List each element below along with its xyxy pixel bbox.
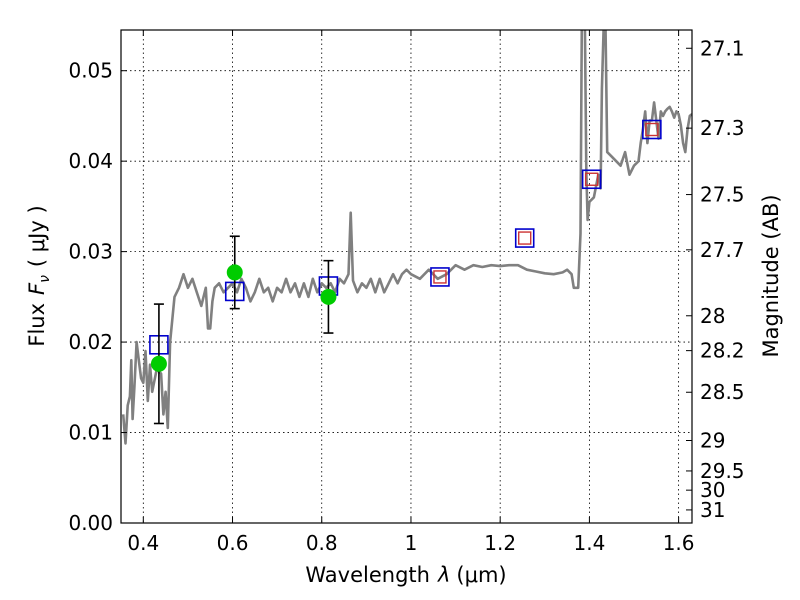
x-axis-label: Wavelength λ (μm): [305, 563, 506, 587]
plot-area: [121, 30, 692, 445]
observed-nir-marker: [645, 122, 659, 137]
y-tick-label: 0.00: [68, 511, 113, 535]
observed-optical-marker: [320, 288, 337, 305]
model-photometry-marker: [581, 169, 602, 190]
magnitude-tick-label: 29: [700, 429, 725, 453]
x-tick-label: 0.4: [127, 531, 159, 555]
magnitude-tick-label: 29.5: [700, 459, 745, 483]
observed-optical-marker: [226, 264, 243, 281]
magnitude-tick-label: 28.2: [700, 339, 745, 363]
model-photometry-marker: [430, 267, 450, 287]
plot-content: [121, 30, 692, 445]
y-axis: 0.00 0.01 0.02 0.03 0.04 0.05: [68, 59, 127, 535]
x-tick-label: 0.6: [217, 531, 249, 555]
observed-nir-marker: [433, 270, 447, 284]
x-axis: 0.4 0.6 0.8 1 1.2 1.4 1.6: [127, 30, 695, 555]
magnitude-tick-label: 28: [700, 304, 725, 328]
model-sed-line: [121, 30, 692, 445]
y-tick-label: 0.04: [68, 149, 113, 173]
observed-nir-marker: [518, 231, 532, 245]
y-tick-label: 0.05: [68, 59, 113, 83]
model-photometry-marker: [514, 228, 535, 248]
magnitude-tick-label: 30: [700, 478, 725, 502]
magnitude-tick-label: 27.7: [700, 238, 745, 262]
magnitude-tick-label: 27.1: [700, 36, 745, 60]
magnitude-tick-label: 27.3: [700, 116, 745, 140]
x-tick-label: 1: [405, 531, 418, 555]
x-tick-label: 1.2: [484, 531, 516, 555]
observed-nir-marker: [584, 172, 599, 186]
x-tick-label: 1.4: [573, 531, 605, 555]
y-axis-label: FluxFν( μJy ): [25, 205, 53, 346]
grid-lines: [121, 30, 692, 524]
magnitude-tick-label: 28.5: [700, 380, 745, 404]
y-tick-label: 0.02: [68, 330, 113, 354]
y-tick-label: 0.01: [68, 421, 113, 445]
magnitude-tick-label: 31: [700, 498, 725, 522]
magnitude-axis-label: Magnitude (AB): [759, 194, 783, 357]
x-tick-label: 1.6: [663, 531, 695, 555]
y-tick-label: 0.03: [68, 240, 113, 264]
x-tick-label: 0.8: [306, 531, 338, 555]
observed-optical-marker: [150, 355, 167, 372]
model-photometry-marker: [642, 119, 662, 140]
plot-frame: [120, 29, 693, 524]
magnitude-tick-label: 27.5: [700, 183, 745, 207]
